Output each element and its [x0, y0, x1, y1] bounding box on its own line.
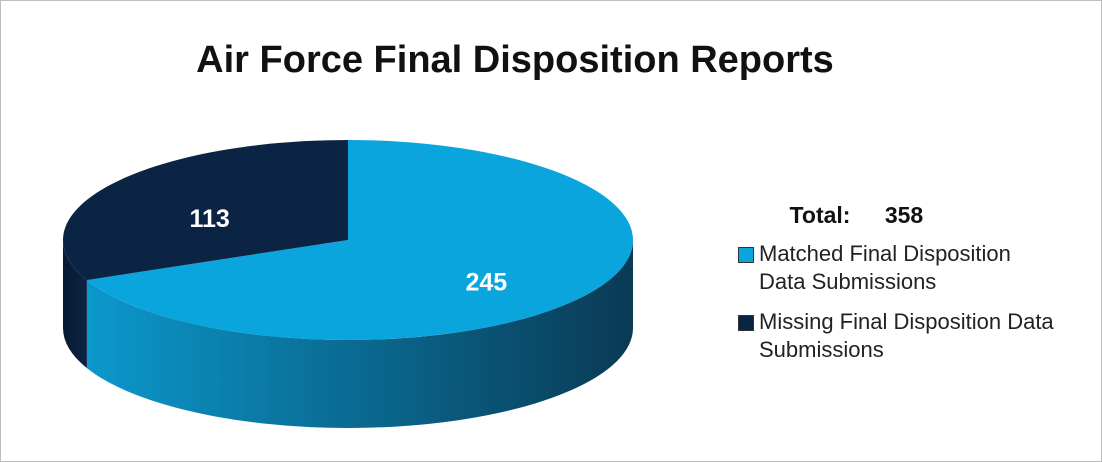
pie-side	[86, 240, 633, 429]
data-label: 113	[189, 205, 229, 233]
legend-label: Matched Final Disposition Data Submissio…	[759, 241, 1011, 294]
legend-swatch	[738, 247, 754, 263]
chart-title: Air Force Final Disposition Reports	[196, 39, 834, 81]
total-label: Total:	[790, 202, 851, 228]
legend-label: Missing Final Disposition Data Submissio…	[759, 309, 1054, 362]
data-label: 245	[465, 268, 507, 296]
pie-slice	[63, 140, 349, 281]
total-value: 358	[885, 202, 924, 228]
pie-side	[63, 240, 87, 369]
legend-swatch	[738, 315, 754, 331]
pie-slice	[86, 140, 633, 340]
legend: Matched Final Disposition Data Submissio…	[738, 240, 1078, 376]
legend-item: Missing Final Disposition Data Submissio…	[738, 308, 1078, 364]
legend-item: Matched Final Disposition Data Submissio…	[738, 240, 1078, 296]
